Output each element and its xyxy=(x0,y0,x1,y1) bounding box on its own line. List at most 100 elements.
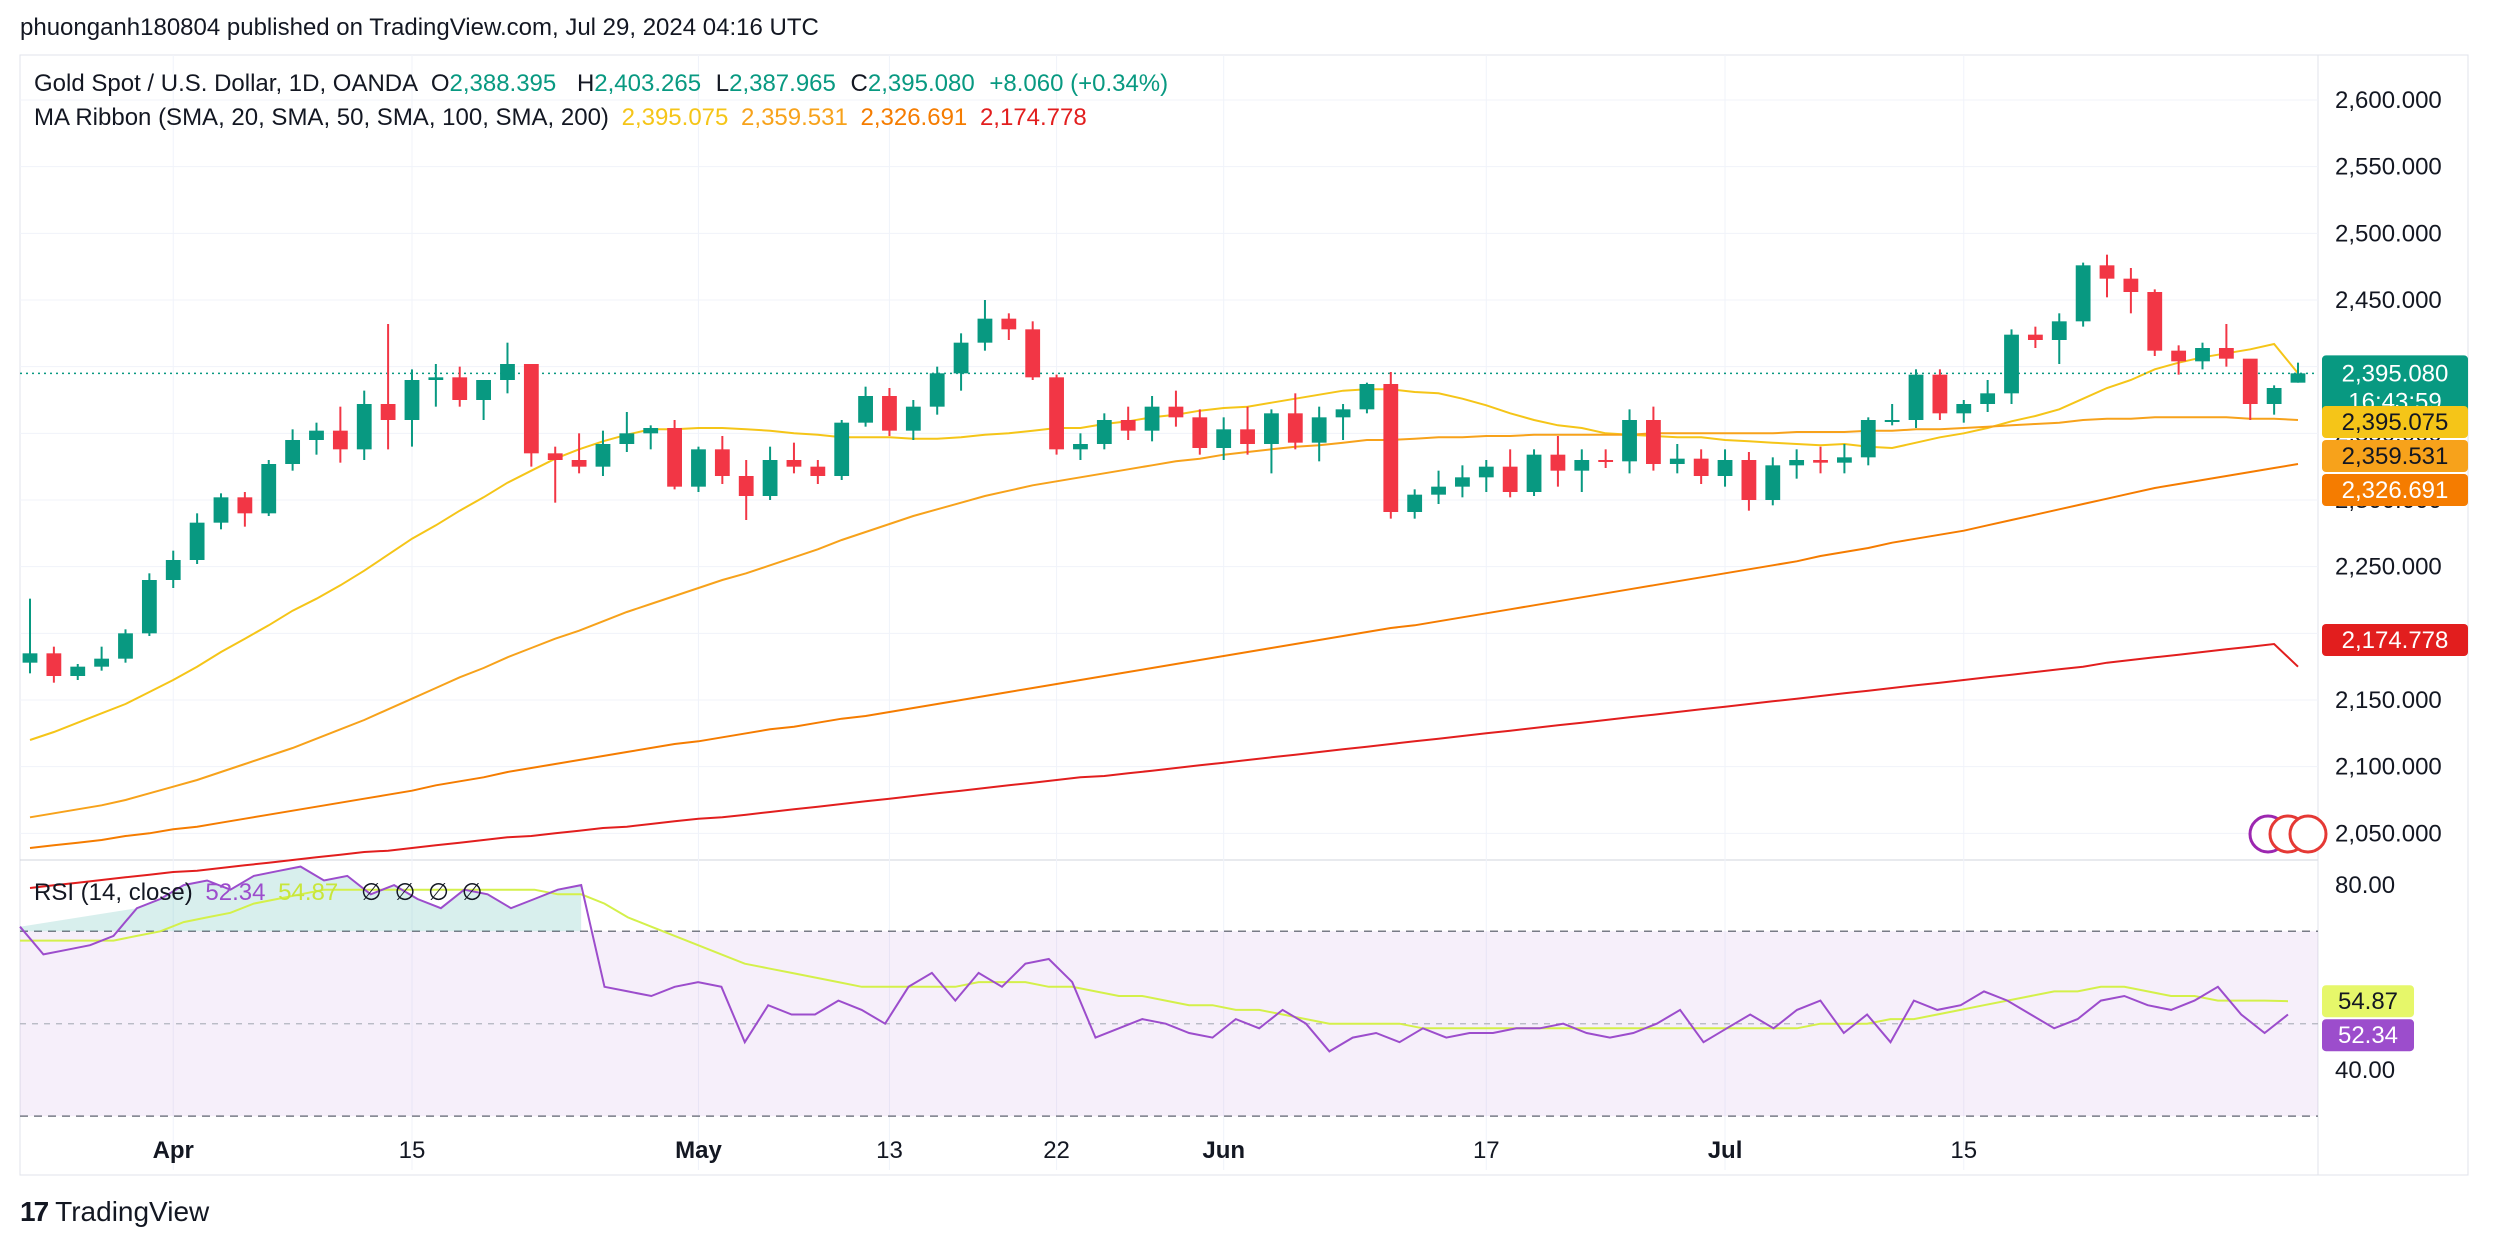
time-tick-label: 15 xyxy=(399,1137,426,1164)
candle-body xyxy=(523,364,539,454)
time-tick-label: Jun xyxy=(1202,1137,1245,1164)
candle-body xyxy=(1096,420,1112,444)
candle-body xyxy=(1049,377,1064,450)
ma-line xyxy=(29,416,2299,819)
candle-body xyxy=(118,633,133,659)
ma-label: MA Ribbon (SMA, 20, SMA, 50, SMA, 100, S… xyxy=(34,104,609,131)
candle-body xyxy=(1240,429,1255,444)
ohlc-open: O2,388.395 xyxy=(430,70,557,97)
candle-body xyxy=(213,497,229,523)
candle-body xyxy=(714,449,730,476)
ohlc-high: H2,403.265 xyxy=(576,70,702,97)
price-tick-label: 2,100.000 xyxy=(2335,754,2442,781)
ma200-value: 2,174.778 xyxy=(979,104,1087,131)
ma-line xyxy=(29,463,2299,849)
candle-body xyxy=(94,658,110,667)
us-flag-icon xyxy=(2288,814,2328,854)
candle-body xyxy=(2075,265,2091,322)
ma-legend: MA Ribbon (SMA, 20, SMA, 50, SMA, 100, S… xyxy=(34,104,1093,132)
candle-body xyxy=(1550,454,1566,471)
candle-body xyxy=(2004,334,2019,394)
candle-body xyxy=(547,453,563,460)
ohlc-low: L2,387.965 xyxy=(715,70,836,97)
rsi-label: RSI (14, close) xyxy=(34,879,193,906)
candle-body xyxy=(1813,460,1828,463)
rsi-ma-value: 54.87 xyxy=(278,879,339,906)
candle-body xyxy=(1359,384,1375,410)
rsi-line xyxy=(20,888,2289,1030)
candle-body xyxy=(1264,413,1279,444)
candle-body xyxy=(2147,292,2163,351)
rsi-ma-tag-bg xyxy=(2322,985,2414,1018)
candle-body xyxy=(380,404,396,420)
candle-body xyxy=(332,430,348,450)
candle-body xyxy=(1598,460,1614,462)
candle-body xyxy=(619,433,635,444)
candle-body xyxy=(2051,321,2067,340)
candle-body xyxy=(1216,429,1232,448)
ma-price-tag-bg xyxy=(2322,624,2468,656)
main-legend: Gold Spot / U.S. Dollar, 1D, OANDA O2,38… xyxy=(34,70,1174,98)
candle-body xyxy=(858,396,873,423)
ma50-value: 2,359.531 xyxy=(741,104,848,131)
candle-body xyxy=(1693,458,1709,476)
candle-body xyxy=(2195,348,2210,362)
candle-body xyxy=(762,460,778,496)
candle-body xyxy=(691,449,706,487)
candle-body xyxy=(1287,413,1303,443)
candle-body xyxy=(1431,486,1446,495)
price-tick-label: 2,450.000 xyxy=(2335,287,2442,314)
candle-body xyxy=(977,318,993,343)
candle-body xyxy=(189,522,205,560)
candle-body xyxy=(1980,393,1996,404)
time-tick-label: Apr xyxy=(153,1137,194,1164)
ma-price-tag-bg xyxy=(2322,440,2468,472)
candle-body xyxy=(2171,350,2187,362)
candle-body xyxy=(165,560,181,580)
price-tick-label: 2,500.000 xyxy=(2335,220,2442,247)
publisher-line: phuonganh180804 published on TradingView… xyxy=(20,14,819,41)
candle-body xyxy=(476,380,492,400)
candle-body xyxy=(285,440,301,464)
candle-body xyxy=(1407,494,1423,512)
tradingview-name: TradingView xyxy=(55,1196,210,1227)
candle-body xyxy=(404,380,420,420)
time-tick-label: 22 xyxy=(1043,1137,1070,1164)
rsi-empty-2: ∅ xyxy=(394,879,416,906)
symbol-label: Gold Spot / U.S. Dollar, 1D, OANDA xyxy=(34,70,419,97)
candle-body xyxy=(1001,318,1017,330)
candle-body xyxy=(1789,460,1805,466)
rsi-tick-label: 40.00 xyxy=(2335,1057,2395,1084)
change-label: +8.060 (+0.34%) xyxy=(989,70,1169,97)
candle-body xyxy=(2242,358,2258,404)
ma-price-tag: 2,395.075 xyxy=(2342,409,2449,436)
candle-body xyxy=(1836,457,1852,463)
time-tick-label: 13 xyxy=(876,1137,903,1164)
rsi-value: 52.34 xyxy=(205,879,266,906)
time-tick-label: 17 xyxy=(1473,1137,1500,1164)
candle-body xyxy=(1025,329,1041,378)
candle-body xyxy=(22,653,38,663)
tradingview-brand[interactable]: 17 TradingView xyxy=(20,1196,209,1228)
ma-price-tag: 2,326.691 xyxy=(2342,477,2449,504)
candle-body xyxy=(1669,458,1685,464)
candle-body xyxy=(2099,265,2115,279)
candle-body xyxy=(70,666,86,676)
candle-body xyxy=(595,444,611,467)
candle-body xyxy=(738,476,754,496)
price-tick-label: 2,600.000 xyxy=(2335,87,2442,114)
price-tick-label: 2,550.000 xyxy=(2335,154,2442,181)
candle-body xyxy=(1932,374,1948,414)
last-price-tag-bg xyxy=(2322,355,2468,418)
price-tick-label: 2,250.000 xyxy=(2335,554,2442,581)
rsi-empty-1: ∅ xyxy=(360,879,382,906)
candle-body xyxy=(1192,417,1208,448)
candle-body xyxy=(1168,406,1184,418)
ma-price-tag: 2,174.778 xyxy=(2342,627,2449,654)
price-tick-label: 2,050.000 xyxy=(2335,820,2442,847)
ma-price-tag-bg xyxy=(2322,474,2468,506)
candle-body xyxy=(261,464,277,514)
ma20-value: 2,395.075 xyxy=(621,104,729,131)
candle-body xyxy=(1908,374,1924,420)
